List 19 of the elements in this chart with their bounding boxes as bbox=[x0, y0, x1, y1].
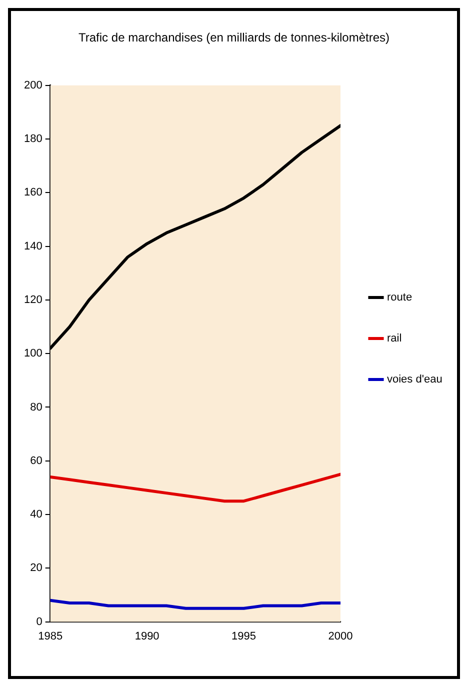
y-tick-label: 20 bbox=[30, 562, 42, 574]
x-tick-label: 2000 bbox=[328, 630, 353, 642]
y-tick-label: 60 bbox=[30, 454, 42, 467]
y-tick-label: 200 bbox=[24, 79, 42, 92]
legend-label: route bbox=[387, 292, 412, 304]
chart-title: Trafic de marchandises (en milliards de tonnes-kilomètres) bbox=[78, 30, 390, 45]
y-tick-label: 180 bbox=[24, 133, 42, 146]
y-tick-label: 140 bbox=[24, 240, 42, 252]
x-tick-label: 1990 bbox=[134, 630, 160, 642]
y-tick-label: 40 bbox=[30, 508, 42, 521]
y-tick-label: 80 bbox=[30, 401, 42, 414]
legend-label: rail bbox=[387, 332, 402, 345]
y-tick-label: 120 bbox=[24, 294, 42, 306]
x-tick-label: 1985 bbox=[38, 630, 63, 642]
y-tick-label: 160 bbox=[24, 186, 42, 199]
legend-label: voies d'eau bbox=[387, 374, 442, 386]
y-tick-label: 0 bbox=[36, 616, 42, 628]
y-tick-label: 100 bbox=[24, 348, 42, 360]
x-tick-label: 1995 bbox=[232, 630, 256, 642]
